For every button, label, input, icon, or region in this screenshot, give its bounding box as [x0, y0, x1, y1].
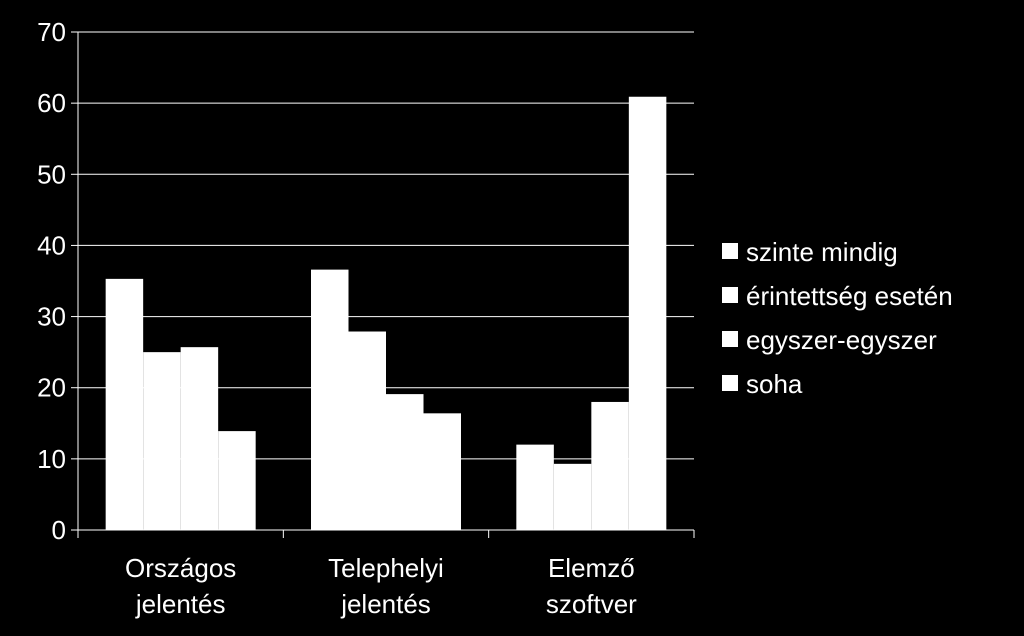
legend-swatch	[722, 287, 738, 303]
legend-label: soha	[746, 369, 803, 399]
y-axis-ticks: 0 10 20 30 40 50 60 70	[37, 17, 78, 545]
y-tick-label: 30	[37, 302, 66, 332]
bar	[628, 96, 667, 531]
y-tick-label: 0	[52, 515, 66, 545]
legend-label: egyszer-egyszer	[746, 325, 937, 355]
x-category-label: Elemző	[548, 553, 635, 583]
bar	[311, 269, 349, 530]
axes	[77, 32, 695, 538]
x-axis-categories: Országos jelentés Telephelyi jelentés Elemző…	[125, 553, 637, 619]
legend-swatch	[722, 375, 738, 391]
bar	[218, 431, 256, 530]
legend: szinte mindig érintettség esetén egyszer-e…	[722, 237, 953, 399]
legend-label: érintettség esetén	[746, 281, 953, 311]
bar	[105, 278, 144, 530]
bar	[348, 331, 386, 530]
legend-label: szinte mindig	[746, 237, 898, 267]
legend-swatch	[722, 331, 738, 347]
bar	[423, 413, 461, 530]
y-tick-label: 40	[37, 230, 66, 260]
x-category-label: jelentés	[135, 589, 226, 619]
bar	[553, 463, 592, 530]
y-tick-label: 10	[37, 444, 66, 474]
bars	[105, 96, 667, 531]
y-tick-label: 50	[37, 159, 66, 189]
x-category-label: szoftver	[546, 589, 637, 619]
y-tick-label: 20	[37, 373, 66, 403]
legend-swatch	[722, 243, 738, 259]
bar	[386, 394, 424, 530]
x-category-label: Telephelyi	[328, 553, 444, 583]
y-tick-label: 60	[37, 88, 66, 118]
bar	[143, 352, 181, 530]
bar	[180, 347, 219, 530]
x-category-label: jelentés	[340, 589, 431, 619]
bar	[516, 444, 554, 530]
bar	[591, 401, 629, 530]
x-category-label: Országos	[125, 553, 236, 583]
y-tick-label: 70	[37, 17, 66, 47]
